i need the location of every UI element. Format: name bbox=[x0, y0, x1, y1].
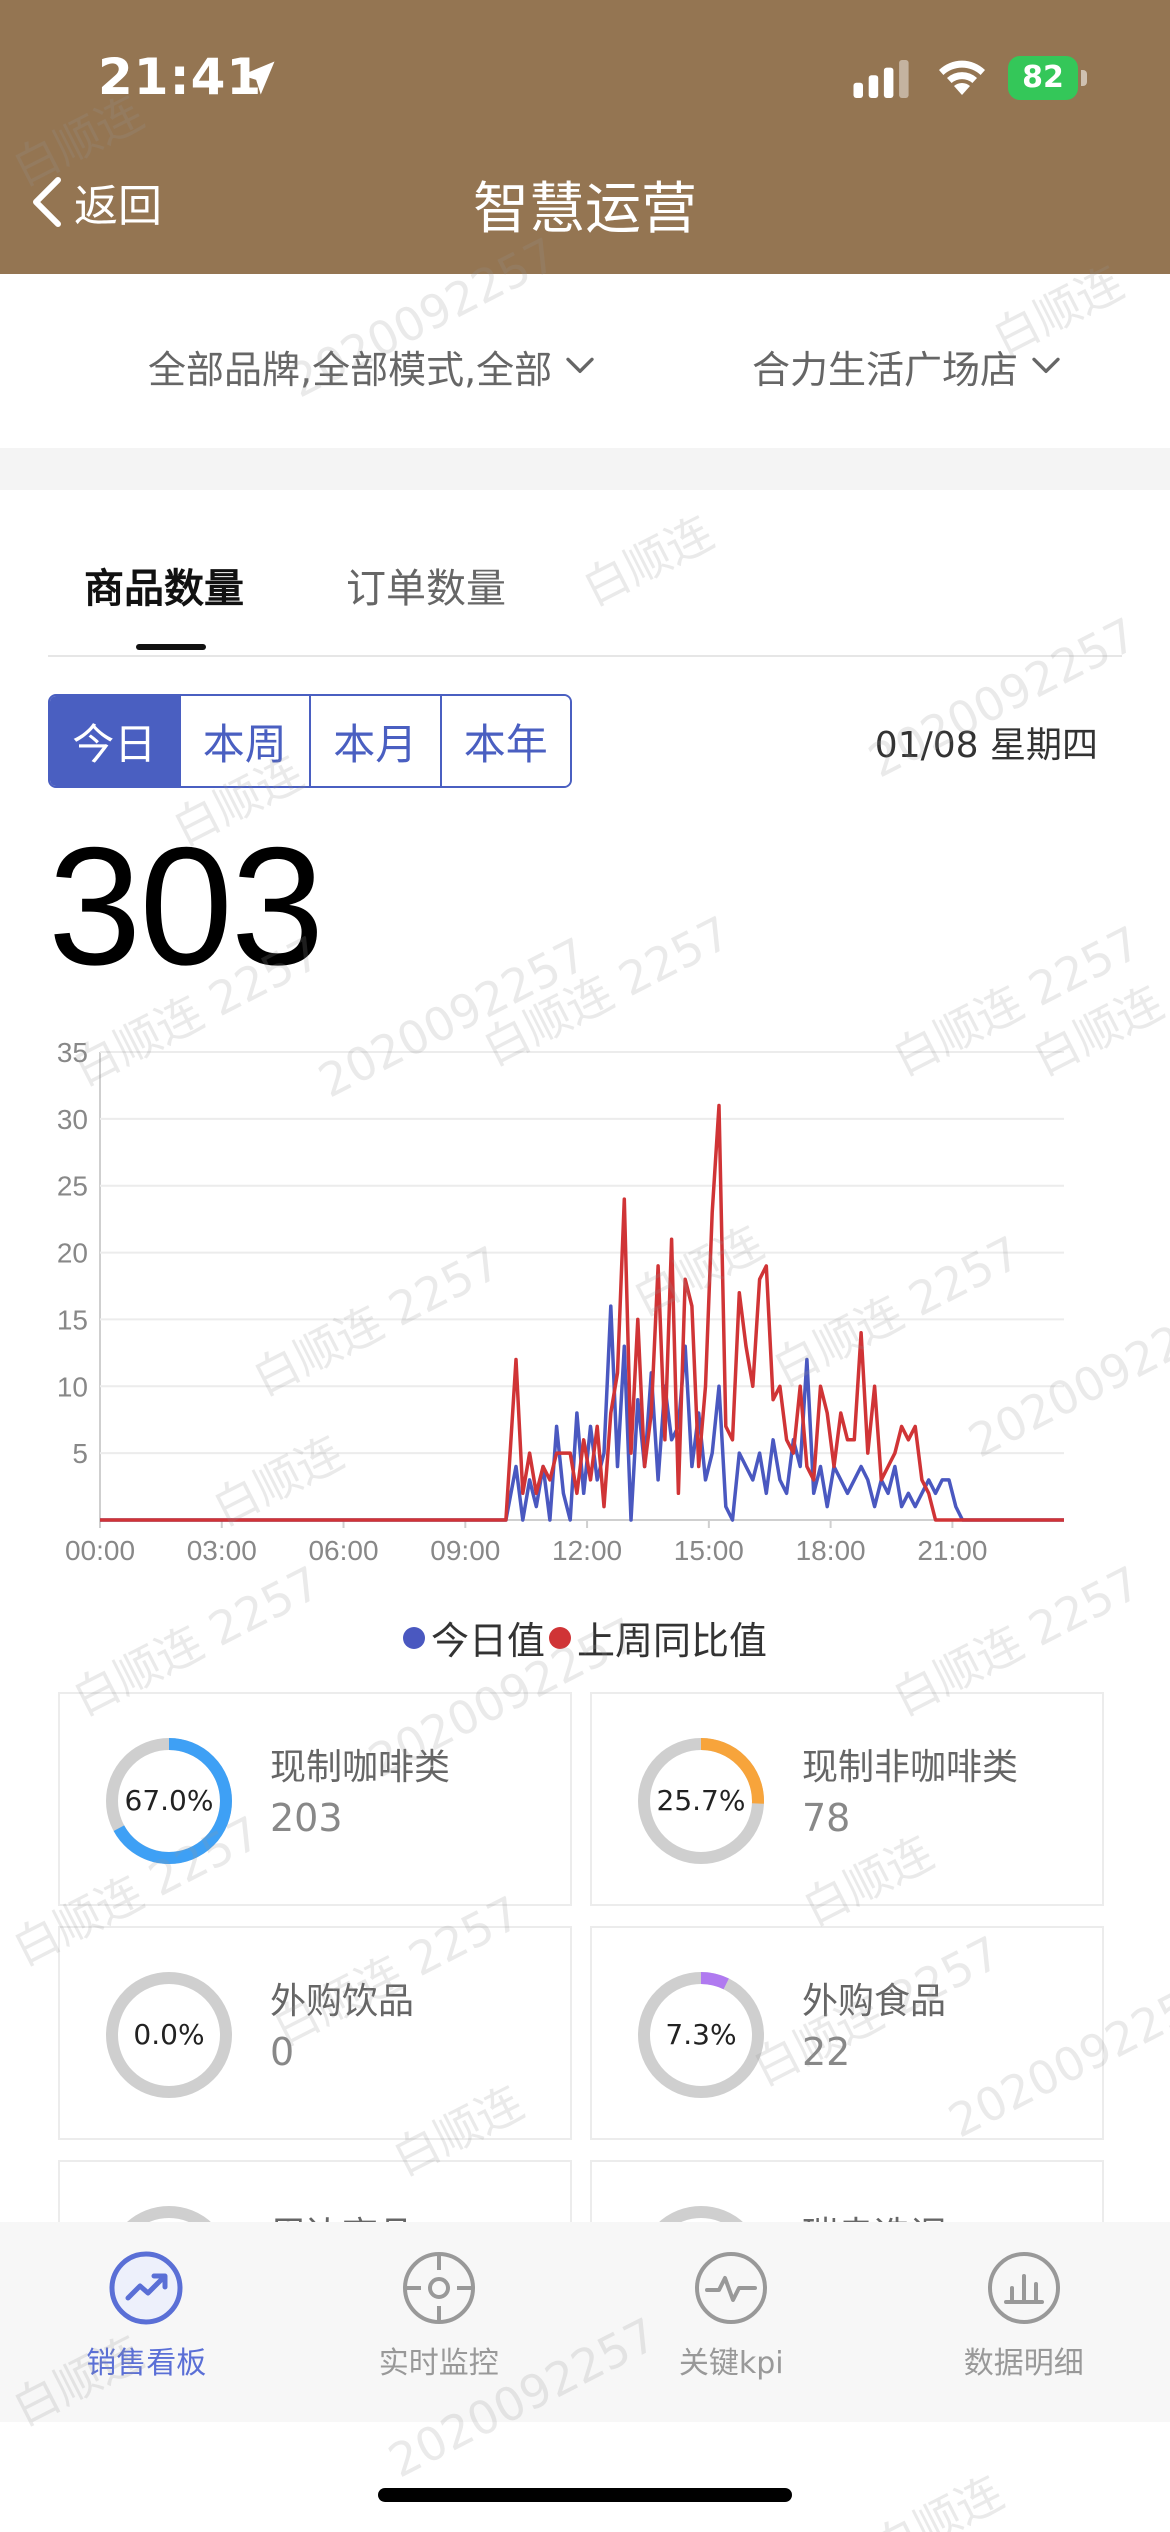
store-filter[interactable]: 合力生活广场店 bbox=[752, 336, 1062, 396]
y-tick-label: 10 bbox=[57, 1371, 88, 1402]
nav-data-details[interactable]: 数据明细 bbox=[878, 2222, 1170, 2422]
chart-x-ticks: 00:00 03:00 06:00 09:00 12:00 15:00 18:00 21:00 bbox=[65, 1520, 987, 1566]
home-indicator bbox=[378, 2488, 792, 2502]
wifi-icon bbox=[939, 60, 985, 95]
total-item-count: 303 bbox=[48, 812, 324, 1000]
percent-ring-chart bbox=[106, 1738, 232, 1864]
category-name: 现制咖啡类 bbox=[270, 1747, 451, 1788]
nav-label: 关键kpi bbox=[678, 2346, 784, 2381]
x-tick-label: 03:00 bbox=[187, 1535, 257, 1566]
tab-item-quantity[interactable]: 商品数量 bbox=[84, 566, 244, 612]
back-label: 返回 bbox=[74, 181, 162, 232]
brand-mode-filter[interactable]: 全部品牌,全部模式,全部 bbox=[148, 336, 596, 396]
legend-item-today[interactable]: 今日值 bbox=[402, 1610, 545, 1665]
nav-key-kpi[interactable]: 关键kpi bbox=[585, 2222, 878, 2422]
percent-ring-chart bbox=[638, 1738, 764, 1864]
app-header: 21:41 82 返回 智慧运营 bbox=[0, 0, 1170, 274]
chart-y-ticks: 5 10 15 20 25 30 35 bbox=[57, 1037, 88, 1469]
category-percent: 7.3% bbox=[665, 2018, 737, 2051]
period-year-button[interactable]: 本年 bbox=[439, 696, 570, 786]
x-tick-label: 06:00 bbox=[308, 1535, 378, 1566]
bottom-tab-bar: 销售看板 实时监控 关键kpi 数据明细 bbox=[0, 2222, 1170, 2422]
store-filter-label: 合力生活广场店 bbox=[752, 347, 1019, 392]
category-name: 现制非咖啡类 bbox=[802, 1747, 1019, 1788]
category-percent: 25.7% bbox=[656, 1784, 746, 1817]
y-tick-label: 20 bbox=[57, 1238, 88, 1269]
percent-ring-chart bbox=[106, 1972, 232, 2098]
chevron-down-icon bbox=[1032, 357, 1060, 373]
back-button[interactable]: 返回 bbox=[28, 168, 162, 236]
nav-sales-board[interactable]: 销售看板 bbox=[0, 2222, 293, 2422]
category-name: 外购饮品 bbox=[270, 1981, 415, 2022]
category-card[interactable]: 67.0% 现制咖啡类 203 bbox=[58, 1692, 572, 1906]
pulse-icon bbox=[695, 2252, 768, 2324]
period-month-button[interactable]: 本月 bbox=[309, 696, 440, 786]
category-value: 78 bbox=[802, 1796, 851, 1840]
x-tick-label: 12:00 bbox=[552, 1535, 622, 1566]
category-value: 203 bbox=[270, 1796, 343, 1840]
legend-dot-last-week bbox=[549, 1626, 571, 1649]
cellular-signal-icon bbox=[853, 60, 909, 98]
battery-level: 82 bbox=[1008, 56, 1078, 100]
y-tick-label: 35 bbox=[57, 1037, 88, 1068]
battery-tip bbox=[1081, 70, 1087, 86]
x-tick-label: 15:00 bbox=[674, 1535, 744, 1566]
y-tick-label: 25 bbox=[57, 1171, 88, 1202]
legend-label-last-week: 上周同比值 bbox=[577, 1619, 768, 1663]
category-value: 22 bbox=[802, 2030, 851, 2074]
legend-dot-today bbox=[402, 1626, 425, 1649]
x-tick-label: 21:00 bbox=[917, 1535, 987, 1566]
category-value: 0 bbox=[270, 2030, 295, 2074]
trend-up-icon bbox=[109, 2251, 183, 2325]
active-tab-indicator bbox=[136, 644, 206, 650]
chart-grid bbox=[99, 1051, 1064, 1521]
ring-progress-arc bbox=[106, 1738, 232, 1864]
ring-progress-arc bbox=[638, 1738, 764, 1864]
tab-divider bbox=[48, 655, 1122, 657]
category-percent: 67.0% bbox=[124, 1784, 214, 1817]
series-line-last-week bbox=[100, 1103, 1064, 1522]
nav-label: 销售看板 bbox=[86, 2346, 207, 2381]
tab-order-quantity[interactable]: 订单数量 bbox=[346, 566, 506, 612]
chart-legend: 今日值 上周同比值 bbox=[0, 1610, 1170, 1665]
y-tick-label: 5 bbox=[72, 1438, 88, 1469]
legend-item-last-week[interactable]: 上周同比值 bbox=[549, 1610, 767, 1665]
period-week-button[interactable]: 本周 bbox=[178, 696, 309, 786]
period-selector: 今日 本周 本月 本年 bbox=[48, 694, 572, 788]
section-separator bbox=[0, 448, 1170, 490]
page-title: 智慧运营 bbox=[473, 177, 697, 242]
series-line-today bbox=[100, 1304, 1064, 1522]
period-today-button[interactable]: 今日 bbox=[50, 696, 179, 786]
chevron-down-icon bbox=[566, 357, 594, 373]
y-tick-label: 15 bbox=[57, 1304, 88, 1335]
chevron-left-icon bbox=[33, 177, 61, 227]
nav-realtime-monitor[interactable]: 实时监控 bbox=[293, 2222, 586, 2422]
category-card[interactable]: 7.3% 外购食品 22 bbox=[590, 1926, 1104, 2140]
location-arrow-icon bbox=[241, 61, 275, 95]
crosshair-icon bbox=[402, 2252, 475, 2324]
battery-indicator: 82 bbox=[1008, 56, 1088, 100]
category-name: 外购食品 bbox=[802, 1981, 947, 2022]
safe-area bbox=[0, 2422, 1170, 2532]
y-tick-label: 30 bbox=[57, 1104, 88, 1135]
bar-chart-icon bbox=[987, 2252, 1060, 2324]
x-tick-label: 18:00 bbox=[796, 1535, 866, 1566]
ring-progress-arc bbox=[638, 1972, 764, 2098]
category-card[interactable]: 0.0% 外购饮品 0 bbox=[58, 1926, 572, 2140]
sales-line-chart: 5 10 15 20 25 30 35 00:00 03:00 06:00 09:00 12:00 1… bbox=[57, 1037, 1064, 1566]
legend-label-today: 今日值 bbox=[430, 1619, 545, 1663]
category-percent: 0.0% bbox=[133, 2018, 205, 2051]
percent-ring-chart bbox=[638, 1972, 764, 2098]
x-tick-label: 09:00 bbox=[430, 1535, 500, 1566]
nav-label: 实时监控 bbox=[378, 2346, 499, 2381]
x-tick-label: 00:00 bbox=[65, 1535, 135, 1566]
watermark-text: 白顺连 bbox=[574, 505, 722, 617]
ring-track bbox=[106, 1972, 232, 2098]
date-label: 01/08 星期四 bbox=[874, 725, 1098, 766]
chart-series bbox=[100, 1103, 1064, 1522]
category-card[interactable]: 25.7% 现制非咖啡类 78 bbox=[590, 1692, 1104, 1906]
nav-label: 数据明细 bbox=[963, 2346, 1084, 2381]
status-time: 21:41 bbox=[98, 48, 263, 106]
brand-mode-filter-label: 全部品牌,全部模式,全部 bbox=[148, 347, 553, 392]
